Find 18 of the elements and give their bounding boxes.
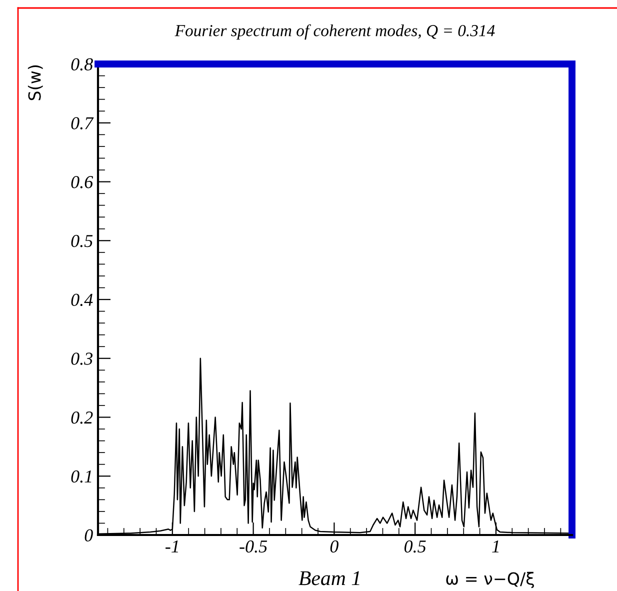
x-tick-label: 0: [330, 540, 338, 553]
y-tick-label: 0.1: [71, 470, 92, 483]
y-tick-label: 0: [84, 529, 93, 542]
x-tick-label: 0.5: [404, 540, 426, 553]
x-tick-label: -1: [166, 540, 178, 552]
x-tick-label: -0.5: [240, 540, 268, 553]
chart-title: Fourier spectrum of coherent modes, Q = 0.314: [174, 24, 495, 40]
x-tick-label: 1: [492, 540, 499, 552]
y-tick-label: 0.2: [71, 412, 93, 424]
y-tick-label: 0.3: [71, 352, 93, 365]
y-tick-label: 0.7: [71, 117, 94, 130]
y-tick-label: 0.6: [71, 176, 94, 188]
x-axis-title: ω = ν−Q/ξ: [446, 572, 534, 588]
y-tick-label: 0.4: [71, 294, 93, 306]
y-axis-title: S(w): [28, 65, 43, 100]
y-tick-label: 0.8: [71, 58, 93, 71]
text: Beam 1: [298, 571, 360, 586]
y-tick-label: 0.5: [71, 234, 93, 248]
